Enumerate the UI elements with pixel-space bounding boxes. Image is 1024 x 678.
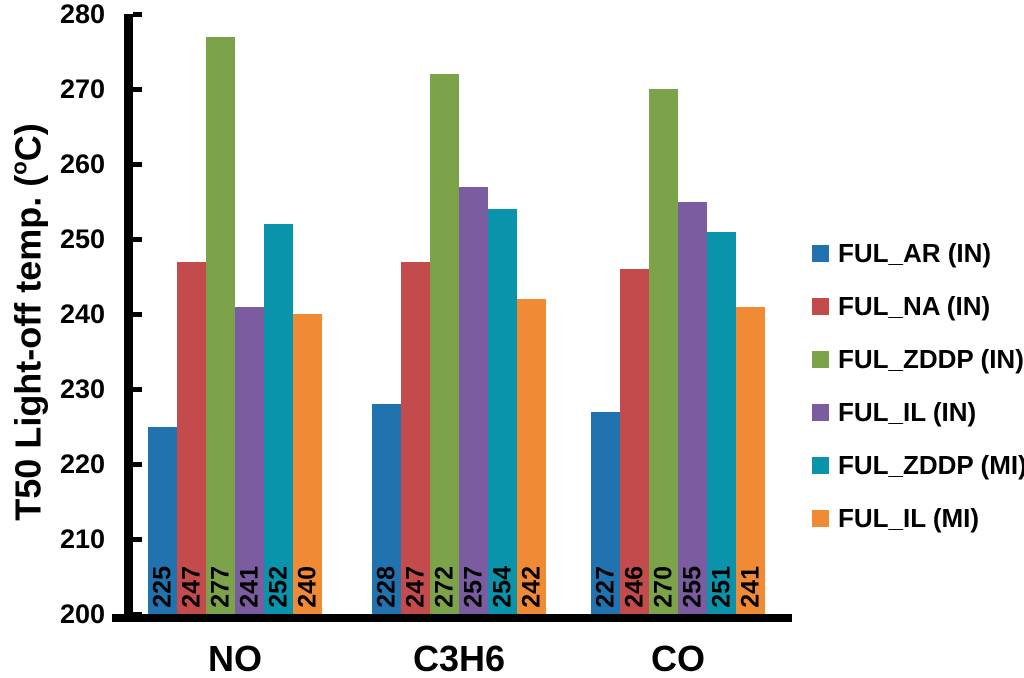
bar-ful-il-in-c3h6: 257 xyxy=(459,186,488,617)
legend-swatch-icon xyxy=(812,297,829,315)
legend-swatch-icon xyxy=(812,456,829,474)
category-label-no: NO xyxy=(208,638,262,678)
bar-value-label: 241 xyxy=(235,566,263,608)
bar-ful-ar-in-c3h6: 228 xyxy=(372,404,401,617)
bar-value-label: 228 xyxy=(372,566,400,608)
bar-ful-zddp-in-co: 270 xyxy=(649,89,678,617)
bar-ful-zddp-mi-c3h6: 254 xyxy=(488,209,517,617)
bar-ful-zddp-mi-no: 252 xyxy=(264,224,293,617)
legend-label: FUL_ZDDP (MI) xyxy=(838,450,1024,480)
legend-label: FUL_AR (IN) xyxy=(838,238,992,268)
y-axis-tick-mark xyxy=(133,461,142,467)
bar-value-label: 254 xyxy=(488,566,516,608)
bar-ful-il-in-co: 255 xyxy=(678,201,707,617)
y-axis-tick-label: 250 xyxy=(59,224,105,254)
bar-ful-il-in-no: 241 xyxy=(235,306,264,617)
legend-label: FUL_IL (IN) xyxy=(838,397,977,427)
y-axis-tick-mark xyxy=(133,311,142,317)
x-axis-line xyxy=(112,614,792,622)
y-axis-tick-label: 220 xyxy=(59,449,105,479)
legend-entry-ful-zddp-in: FUL_ZDDP (IN) xyxy=(812,346,1024,372)
bar-value-label: 272 xyxy=(430,566,458,608)
bar-value-label: 270 xyxy=(649,566,677,608)
bar-value-label: 257 xyxy=(459,566,487,608)
y-axis-tick-mark xyxy=(133,236,142,242)
bar-value-label: 240 xyxy=(293,566,321,608)
legend-label: FUL_NA (IN) xyxy=(838,291,991,321)
category-label-c3h6: C3H6 xyxy=(412,638,506,678)
y-axis-tick-label: 270 xyxy=(59,74,105,104)
y-axis-tick-mark xyxy=(133,536,142,542)
bar-ful-zddp-mi-co: 251 xyxy=(707,231,736,617)
legend-swatch-icon xyxy=(812,350,829,368)
bar-value-label: 252 xyxy=(264,566,292,608)
bar-value-label: 247 xyxy=(401,566,429,608)
y-axis-tick-label: 210 xyxy=(59,524,105,554)
bar-value-label: 255 xyxy=(678,566,706,608)
bar-ful-ar-in-no: 225 xyxy=(148,426,177,617)
bar-ful-na-in-no: 247 xyxy=(177,261,206,617)
legend-swatch-icon xyxy=(812,403,829,421)
legend-swatch-icon xyxy=(812,509,829,527)
y-axis-tick-label: 200 xyxy=(59,599,105,629)
bar-ful-na-in-co: 246 xyxy=(620,269,649,617)
legend-entry-ful-ar-in: FUL_AR (IN) xyxy=(812,240,991,266)
y-axis-tick-mark xyxy=(133,386,142,392)
y-axis-tick-mark xyxy=(133,86,142,92)
category-label-co: CO xyxy=(651,638,705,678)
y-axis-tick-mark xyxy=(133,11,142,17)
bar-value-label: 241 xyxy=(736,566,764,608)
bar-ful-zddp-in-c3h6: 272 xyxy=(430,74,459,617)
bar-value-label: 227 xyxy=(591,566,619,608)
bar-ful-il-mi-co: 241 xyxy=(736,306,765,617)
bar-value-label: 277 xyxy=(206,566,234,608)
bar-ful-il-mi-no: 240 xyxy=(293,314,322,617)
legend-entry-ful-il-mi: FUL_IL (MI) xyxy=(812,505,979,531)
bar-ful-zddp-in-no: 277 xyxy=(206,36,235,617)
bar-value-label: 251 xyxy=(707,566,735,608)
y-axis-tick-label: 260 xyxy=(59,149,105,179)
y-axis-tick-label: 240 xyxy=(59,299,105,329)
bar-value-label: 247 xyxy=(177,566,205,608)
y-axis-line xyxy=(124,14,133,622)
y-axis-tick-label: 230 xyxy=(59,374,105,404)
y-axis-tick-mark xyxy=(133,161,142,167)
bar-value-label: 225 xyxy=(148,566,176,608)
bar-value-label: 242 xyxy=(517,566,545,608)
legend-entry-ful-il-in: FUL_IL (IN) xyxy=(812,399,976,425)
legend-swatch-icon xyxy=(812,244,829,262)
legend-entry-ful-na-in: FUL_NA (IN) xyxy=(812,293,990,319)
y-axis-tick-mark xyxy=(133,611,142,617)
bar-ful-il-mi-c3h6: 242 xyxy=(517,299,546,617)
bar-ful-ar-in-co: 227 xyxy=(591,411,620,617)
legend-entry-ful-zddp-mi: FUL_ZDDP (MI) xyxy=(812,452,1024,478)
y-axis-tick-label: 280 xyxy=(59,0,105,29)
bar-ful-na-in-c3h6: 247 xyxy=(401,261,430,617)
legend-label: FUL_IL (MI) xyxy=(838,503,980,533)
bar-value-label: 246 xyxy=(620,566,648,608)
legend-label: FUL_ZDDP (IN) xyxy=(838,344,1024,374)
